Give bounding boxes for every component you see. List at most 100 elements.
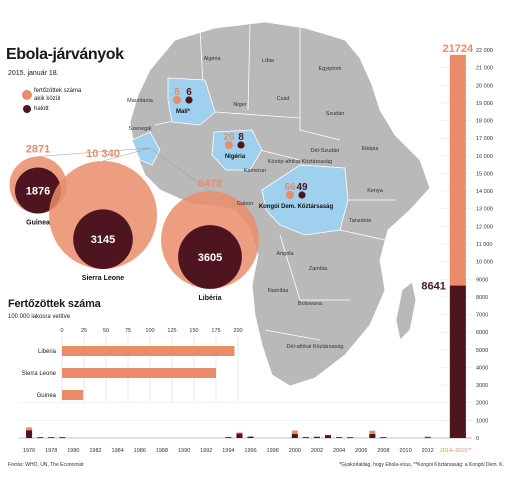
vbar-dead <box>336 437 343 438</box>
hbar-bar <box>62 368 216 378</box>
legend-dead-swatch <box>23 105 31 113</box>
map-label: Szudán <box>326 111 345 117</box>
vbar-tick-label: 17 000 <box>476 136 493 142</box>
vbar-x-tick-label: 1990 <box>178 448 190 454</box>
per-capita-bar-chart: 0 25 50 75 100 125 150 175 200 Libéria Sierra Leon… <box>22 328 243 402</box>
map-label: Dél-afrikai Köztársaság <box>287 344 344 350</box>
legend-infected-swatch <box>22 90 32 100</box>
bubble-connector <box>102 147 151 162</box>
vbar-x-tick-label: 2004 <box>333 448 345 454</box>
vbar-tick-label: 9000 <box>476 277 488 283</box>
vbar-dead <box>302 437 309 438</box>
legend-swatches <box>22 90 32 113</box>
vbar-tick-label: 4000 <box>476 365 488 371</box>
vbar-tick-label: 19 000 <box>476 101 493 107</box>
bubble-country-name: Guinea <box>26 219 50 226</box>
bubble-dead-value: 1876 <box>26 185 50 197</box>
outbreak-dead-value: 49 <box>296 182 308 193</box>
bars-section-subtitle: 100 000 lakosra vetítve <box>8 314 71 320</box>
vbar-tick-label: 21 000 <box>476 66 493 72</box>
vbar-tick-label: 15 000 <box>476 171 493 177</box>
hbar-tick-label: 75 <box>125 328 131 334</box>
hbar-category-label: Guinea <box>37 393 57 399</box>
vbar-tick-label: 18 000 <box>476 119 493 125</box>
map-label: Csád <box>277 96 290 102</box>
legend-infected-sublabel: akik közül <box>34 96 61 102</box>
border-line-8 <box>339 229 386 241</box>
outbreak-timeline-chart: 010002000300040005000600070008000900010 … <box>18 43 493 454</box>
bubble-infected-value: 8478 <box>198 178 222 190</box>
hbar-tick-label: 125 <box>167 328 176 334</box>
vbar-dead <box>59 437 66 438</box>
vbar-x-tick-label: 1978 <box>45 448 57 454</box>
vbar-x-tick-label: 1984 <box>112 448 124 454</box>
outbreak-country-name: Kongói Dem. Köztársaság <box>259 204 334 210</box>
vbar-dead <box>26 430 33 438</box>
vbar-dead <box>291 434 298 438</box>
vbar-tick-label: 14 000 <box>476 189 493 195</box>
outbreak-infected-value: 8 <box>174 87 180 98</box>
madagascar-landmass <box>395 281 417 341</box>
vbar-tick-label: 1000 <box>476 418 488 424</box>
hbar-category-label: Libéria <box>38 349 57 355</box>
outbreak-countries <box>131 77 349 236</box>
bubble-dead <box>178 225 242 289</box>
source-note: Forrás: WHO, UN, The Economist <box>8 462 84 468</box>
vbar-x-tick-label: 2000 <box>289 448 301 454</box>
vbar-infected-value-label: 21724 <box>443 43 474 55</box>
vbar-x-tick-label: 2006 <box>355 448 367 454</box>
border-line-3 <box>214 111 301 119</box>
vbar-tick-label: 5000 <box>476 348 488 354</box>
vbar-x-tick-label: 2010 <box>399 448 411 454</box>
map-label: Botswana <box>298 301 323 307</box>
map-label: Zambia <box>309 266 328 272</box>
vbar-dead <box>449 285 466 438</box>
vbar-tick-label: 12 000 <box>476 224 493 230</box>
vbar-dead <box>380 437 387 438</box>
border-line-11 <box>264 329 321 341</box>
outbreak-dead-value: 6 <box>186 87 192 98</box>
hbar-category-label: Sierra Leone <box>22 371 57 377</box>
border-line-5 <box>259 149 301 161</box>
hbar-tick-label: 0 <box>60 328 63 334</box>
vbar-x-tick-label: 2008 <box>377 448 389 454</box>
border-line-4 <box>299 129 341 141</box>
vbar-tick-label: 2000 <box>476 401 488 407</box>
vbar-x-tick-label: 2012 <box>422 448 434 454</box>
hbar-tick-label: 150 <box>189 328 198 334</box>
outbreak-country-name: Mali* <box>176 109 191 115</box>
vbar-tick-label: 0 <box>476 436 479 442</box>
vbar-tick-label: 3000 <box>476 383 488 389</box>
bubble-infected-value: 2871 <box>26 144 50 156</box>
outbreak-dead-dot <box>237 141 245 149</box>
vbar-tick-label: 20 000 <box>476 83 493 89</box>
outbreak-infected-dot <box>173 96 181 104</box>
vbar-dead <box>424 437 431 438</box>
vbar-x-tick-label: 1994 <box>222 448 234 454</box>
vbar-tick-label: 10 000 <box>476 260 493 266</box>
vbar-tick-label: 6000 <box>476 330 488 336</box>
vbar-tick-label: 22 000 <box>476 48 493 54</box>
bubble-dead <box>14 167 62 214</box>
vbar-dead-value-label: 8641 <box>421 281 445 293</box>
map-label: Kamerun <box>244 168 266 174</box>
map-country-labels: Algéria Líbia Egyiptom Mauritánia Niger Csád S… <box>127 56 384 350</box>
vbar-x-tick-label: 1996 <box>244 448 256 454</box>
vbar-tick-label: 16 000 <box>476 154 493 160</box>
bubble-infected-value: 10 340 <box>86 148 120 160</box>
vbar-dead <box>247 436 254 438</box>
hbar-bar <box>62 390 84 400</box>
hbar-tick-label: 25 <box>81 328 87 334</box>
nigeria-highlight <box>211 129 263 171</box>
map-label: Dél-Szudán <box>311 148 340 154</box>
vbar-dead <box>225 437 232 438</box>
map-label: Namíbia <box>268 288 289 294</box>
vbar-x-tick-label: 1980 <box>67 448 79 454</box>
vbar-dead <box>313 437 320 438</box>
map-label: Gabon <box>237 201 254 207</box>
map-label: Angola <box>276 251 294 257</box>
bubble-connector <box>149 147 211 192</box>
bubble-dead-value: 3145 <box>91 234 115 246</box>
bubble-country-name: Libéria <box>199 295 222 302</box>
map-label: Szenegál <box>129 126 152 132</box>
